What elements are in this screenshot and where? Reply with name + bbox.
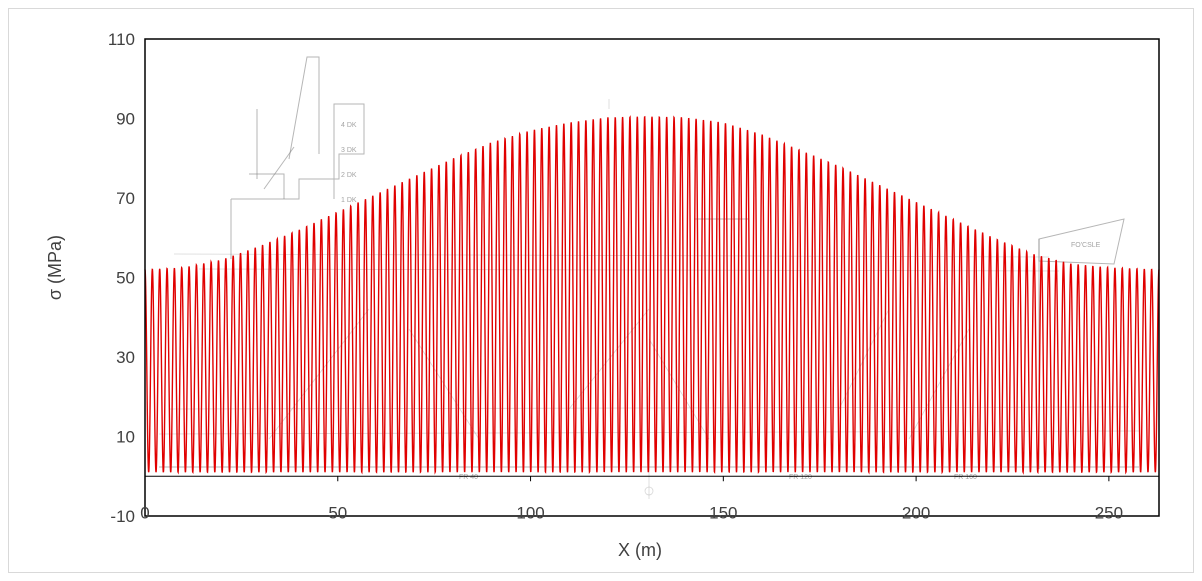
x-axis-title: X (m) bbox=[618, 540, 662, 560]
svg-text:2 DK: 2 DK bbox=[341, 172, 357, 179]
y-tick-label: 110 bbox=[108, 30, 135, 49]
y-tick-label: -10 bbox=[110, 507, 135, 526]
svg-text:4 DK: 4 DK bbox=[341, 122, 357, 129]
svg-text:FR 160: FR 160 bbox=[954, 474, 977, 481]
y-tick-label: 50 bbox=[116, 269, 135, 288]
x-tick-label: 0 bbox=[140, 503, 149, 522]
y-axis-title: σ (MPa) bbox=[45, 235, 65, 300]
chart-area: 4 DK 3 DK 2 DK 1 DK FO'CSLE FR 40 FR 120… bbox=[8, 8, 1194, 573]
svg-text:FR 120: FR 120 bbox=[789, 474, 812, 481]
stress-series-line bbox=[144, 115, 1160, 475]
x-tick-label: 150 bbox=[709, 503, 737, 522]
x-tick-label: 50 bbox=[328, 503, 347, 522]
x-tick-label: 250 bbox=[1095, 503, 1123, 522]
y-tick-label: 30 bbox=[116, 348, 135, 367]
svg-text:1 DK: 1 DK bbox=[341, 197, 357, 204]
x-tick-label: 100 bbox=[516, 503, 544, 522]
svg-text:FO'CSLE: FO'CSLE bbox=[1071, 242, 1101, 249]
y-tick-label: 90 bbox=[116, 110, 135, 129]
plot-border bbox=[144, 38, 1160, 517]
x-tick-label: 200 bbox=[902, 503, 930, 522]
y-tick-label: 10 bbox=[116, 428, 135, 447]
svg-text:FR 40: FR 40 bbox=[459, 474, 478, 481]
line-chart: 4 DK 3 DK 2 DK 1 DK FO'CSLE FR 40 FR 120… bbox=[45, 30, 1160, 560]
svg-text:3 DK: 3 DK bbox=[341, 147, 357, 154]
y-tick-label: 70 bbox=[116, 189, 135, 208]
